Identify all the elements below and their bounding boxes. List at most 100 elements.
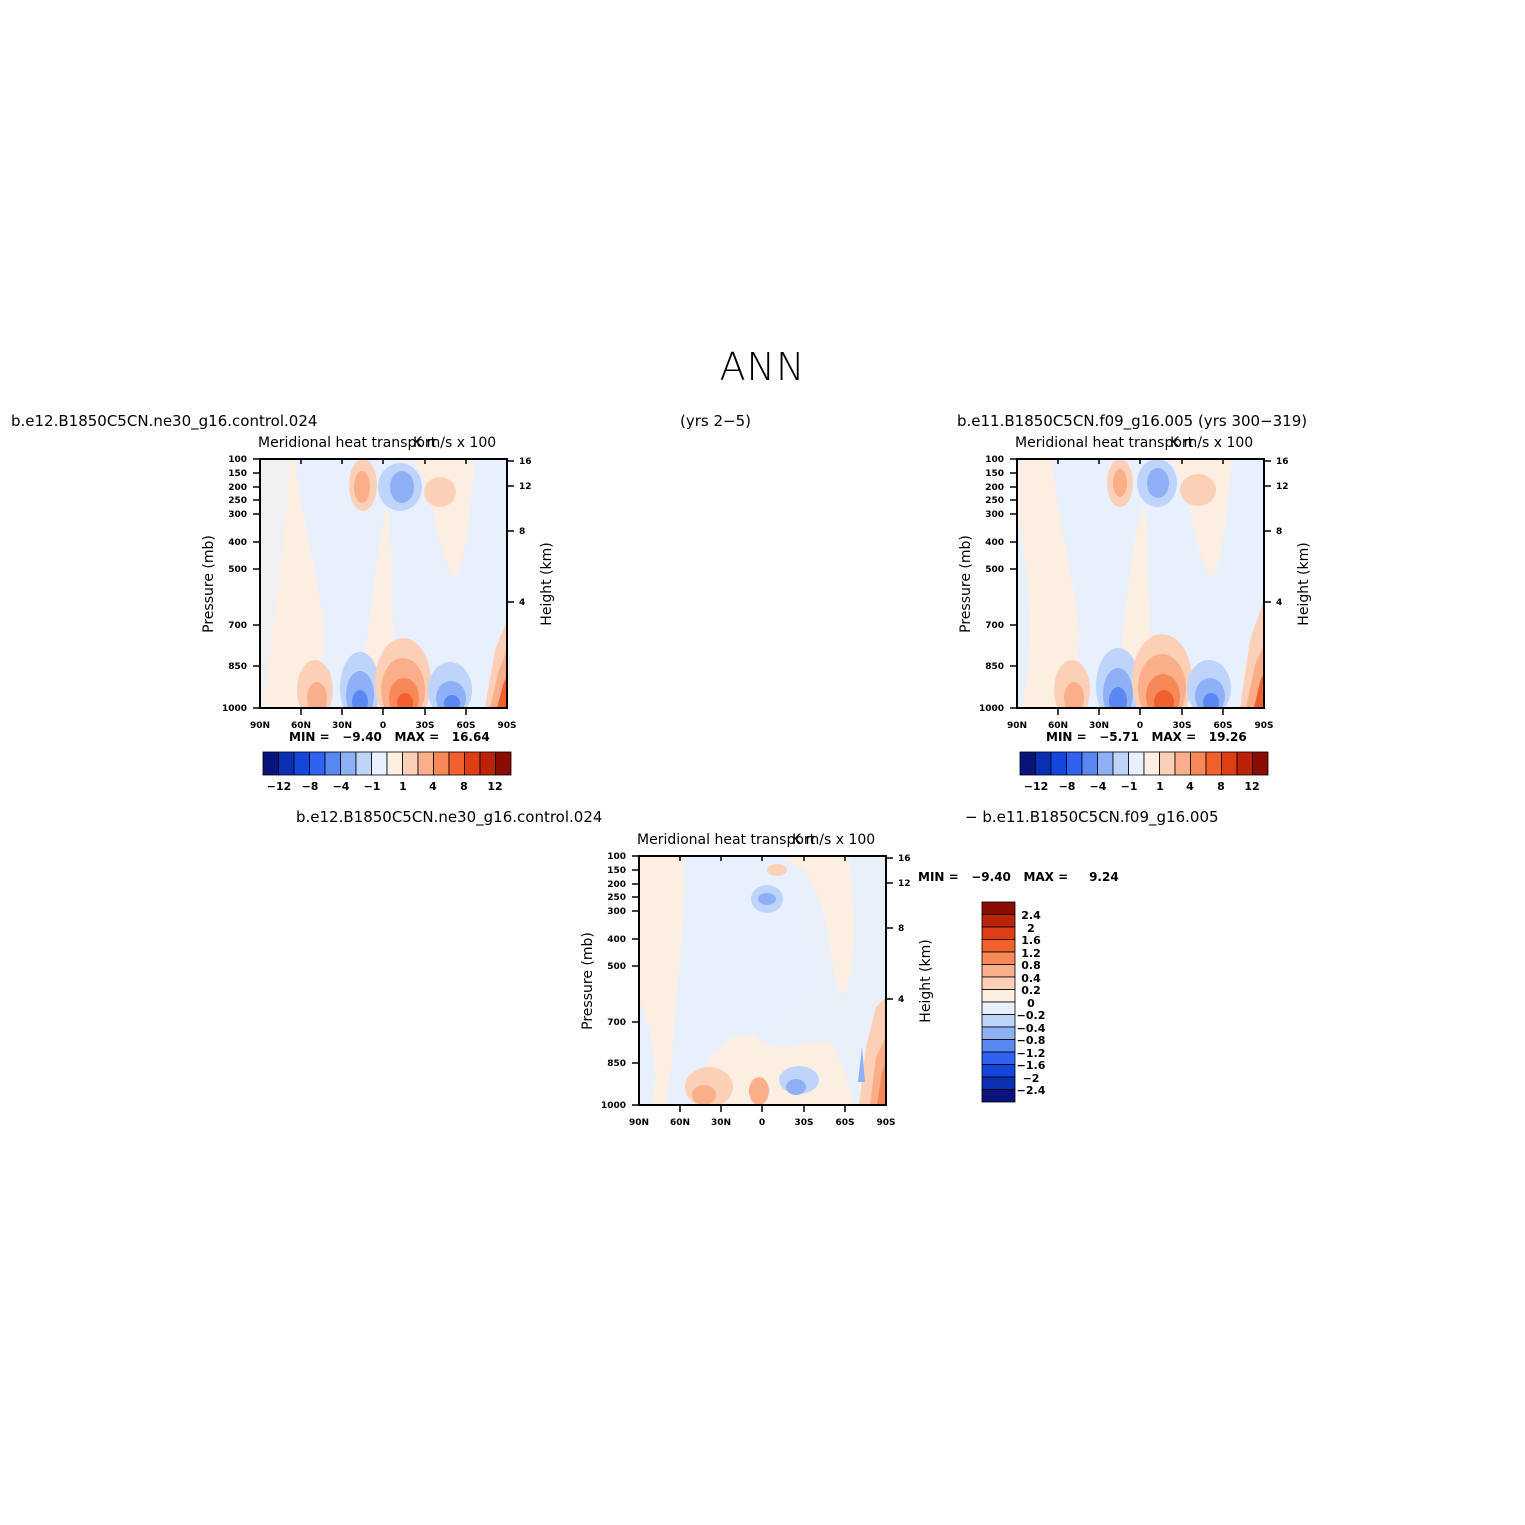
panel3-contours — [639, 856, 886, 1105]
cb-label: 1.2 — [1021, 947, 1041, 960]
colorbar-swatch — [1252, 751, 1269, 776]
p-tick: 500 — [228, 565, 247, 575]
max-value: 19.26 — [1208, 730, 1247, 744]
p-tick: 200 — [985, 483, 1004, 493]
colorbar-swatch — [981, 926, 1016, 940]
panel1-ylabel-left: Pressure (mb) — [201, 535, 217, 633]
p-tick: 200 — [228, 483, 247, 493]
cb-label: 2.4 — [1021, 909, 1041, 922]
lat-tick: 90N — [250, 721, 270, 731]
min-value: −9.40 — [971, 870, 1011, 884]
colorbar2: −12 −8 −4 −1 1 4 8 12 — [1019, 751, 1269, 793]
diff-right-label: − b.e11.B1850C5CN.f09_g16.005 — [965, 808, 1219, 826]
p-tick: 1000 — [601, 1101, 626, 1111]
colorbar1: −12 −8 −4 −1 1 4 8 12 — [262, 751, 512, 793]
min-label: MIN = — [918, 870, 959, 884]
p-tick: 100 — [228, 455, 247, 465]
p-tick: 150 — [228, 469, 247, 479]
p-tick: 200 — [607, 880, 626, 890]
h-tick: 8 — [1276, 527, 1282, 537]
h-tick: 8 — [898, 924, 904, 934]
colorbar-swatch — [1205, 751, 1222, 776]
lat-tick: 30S — [1172, 721, 1191, 731]
colorbar-swatch — [262, 751, 279, 776]
colorbar-swatch — [324, 751, 341, 776]
h-tick: 4 — [898, 995, 904, 1005]
lat-tick: 60S — [1213, 721, 1232, 731]
max-value: 16.64 — [451, 730, 490, 744]
colorbar-swatch — [981, 901, 1016, 915]
h-tick: 4 — [1276, 598, 1282, 608]
cb-label: 0.4 — [1021, 972, 1041, 985]
panel1-pressure-ticks: 100 150 200 250 300 400 500 700 850 1000 — [222, 455, 247, 714]
panel2-pressure-ticks: 100 150 200 250 300 400 500 700 850 1000 — [979, 455, 1004, 714]
lat-tick: 60N — [670, 1118, 690, 1128]
p-tick: 400 — [228, 538, 247, 548]
max-label: MAX = — [1023, 870, 1069, 884]
cb-label: 0 — [1027, 997, 1035, 1010]
colorbar-swatch — [386, 751, 403, 776]
colorbar-swatch — [417, 751, 434, 776]
lat-tick: 90S — [1254, 721, 1273, 731]
colorbar-swatch — [464, 751, 481, 776]
case1-label: b.e12.B1850C5CN.ne30_g16.control.024 — [11, 412, 318, 430]
p-tick: 500 — [607, 962, 626, 972]
colorbar-swatch — [981, 951, 1016, 965]
colorbar-swatch — [1236, 751, 1253, 776]
panel3-pressure-ticks: 100 150 200 250 300 400 500 700 850 1000 — [601, 852, 626, 1111]
cb-label: −0.4 — [1017, 1022, 1046, 1035]
h-tick: 16 — [1276, 457, 1289, 467]
panel3-ylabel-left: Pressure (mb) — [580, 932, 596, 1030]
p-tick: 150 — [985, 469, 1004, 479]
panel2-minmax: MIN = −5.71 MAX = 19.26 — [1046, 730, 1247, 744]
colorbar-swatch — [340, 751, 357, 776]
cb-label: −1 — [1121, 780, 1138, 793]
p-tick: 1000 — [979, 704, 1004, 714]
colorbar-swatch — [981, 1014, 1016, 1028]
h-tick: 16 — [519, 457, 532, 467]
colorbar-swatch — [981, 976, 1016, 990]
colorbar-swatch — [448, 751, 465, 776]
case2-label: b.e11.B1850C5CN.f09_g16.005 (yrs 300−319… — [957, 412, 1308, 430]
p-tick: 500 — [985, 565, 1004, 575]
min-value: −5.71 — [1099, 730, 1139, 744]
max-label: MAX = — [1151, 730, 1197, 744]
colorbar-swatch — [1035, 751, 1052, 776]
h-tick: 4 — [519, 598, 525, 608]
colorbar-swatch — [1112, 751, 1129, 776]
h-tick: 12 — [519, 482, 532, 492]
panel1-minmax: MIN = −9.40 MAX = 16.64 — [289, 730, 490, 744]
colorbar-swatch — [1128, 751, 1145, 776]
cb-label: −0.8 — [1017, 1034, 1046, 1047]
cb-label: −8 — [302, 780, 319, 793]
cb-label: −0.2 — [1017, 1009, 1046, 1022]
cb-label: −1.6 — [1017, 1059, 1046, 1072]
colorbar-swatch — [433, 751, 450, 776]
h-tick: 12 — [1276, 482, 1289, 492]
colorbar-swatch — [1221, 751, 1238, 776]
lat-tick: 30N — [332, 721, 352, 731]
colorbar-swatch — [1050, 751, 1067, 776]
cb-label: −1.2 — [1017, 1047, 1046, 1060]
panel1-plot: 100 150 200 250 300 400 500 700 850 1000… — [201, 455, 555, 731]
colorbar-swatch — [309, 751, 326, 776]
colorbar-swatch — [1081, 751, 1098, 776]
colorbar-swatch — [1143, 751, 1160, 776]
p-tick: 400 — [985, 538, 1004, 548]
p-tick: 250 — [228, 496, 247, 506]
lat-tick: 60N — [291, 721, 311, 731]
lat-tick: 0 — [759, 1118, 765, 1128]
cb-label: −4 — [1090, 780, 1107, 793]
panel3-title-left: Meridional heat transport — [637, 832, 816, 848]
panel1-height-ticks: 16 12 8 4 — [519, 457, 532, 608]
lat-tick: 90N — [1007, 721, 1027, 731]
colorbar-swatch — [981, 1076, 1016, 1090]
colorbar-swatch — [981, 1064, 1016, 1078]
p-tick: 700 — [985, 621, 1004, 631]
cb-label: −12 — [1024, 780, 1049, 793]
cb-label: −2.4 — [1017, 1084, 1046, 1097]
min-value: −9.40 — [342, 730, 382, 744]
p-tick: 400 — [607, 935, 626, 945]
p-tick: 700 — [607, 1018, 626, 1028]
colorbar-swatch — [981, 1026, 1016, 1040]
